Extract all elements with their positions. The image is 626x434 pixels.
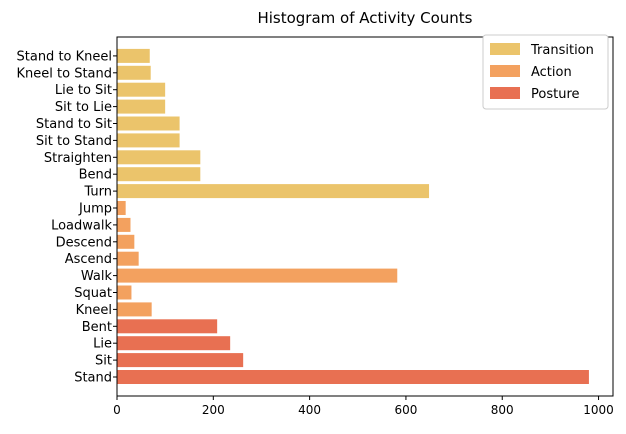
bar-kneel — [117, 302, 152, 317]
legend-swatch-transition — [490, 43, 520, 55]
bar-sit-to-lie — [117, 99, 166, 114]
category-label: Straighten — [44, 151, 112, 166]
bar-walk — [117, 268, 398, 283]
bar-sit-to-stand — [117, 133, 180, 148]
bar-lie-to-sit — [117, 82, 166, 97]
bar-loadwalk — [117, 217, 131, 232]
bar-turn — [117, 184, 430, 199]
category-label: Lie to Sit — [55, 83, 112, 98]
category-label: Descend — [56, 235, 112, 250]
x-tick-label: 200 — [202, 403, 225, 417]
category-label: Turn — [83, 185, 112, 200]
category-label: Stand — [74, 371, 112, 386]
category-labels: Stand Sit Lie Bent Kneel Squat Walk Ascend Desce… — [17, 49, 117, 386]
category-label: Kneel — [76, 303, 112, 318]
bar-bent — [117, 319, 218, 334]
category-label: Bend — [79, 168, 112, 183]
bar-squat — [117, 285, 132, 300]
bar-kneel-to-stand — [117, 65, 151, 80]
x-tick-label: 800 — [491, 403, 514, 417]
bar-sit — [117, 353, 244, 368]
bar-stand-to-sit — [117, 116, 180, 131]
legend: Transition Action Posture — [482, 34, 609, 110]
bar-descend — [117, 234, 135, 249]
bar-straighten — [117, 150, 201, 165]
category-label: Squat — [74, 286, 112, 301]
category-label: Jump — [78, 202, 112, 217]
category-label: Walk — [81, 269, 113, 284]
category-label: Loadwalk — [51, 218, 112, 233]
bar-bend — [117, 167, 201, 182]
category-label: Lie — [93, 337, 112, 352]
category-label: Stand to Kneel — [17, 49, 113, 64]
chart-title: Histogram of Activity Counts — [257, 9, 472, 27]
x-tick-label: 1000 — [583, 403, 614, 417]
x-tick-label: 600 — [394, 403, 417, 417]
plot-frame — [116, 36, 614, 397]
legend-label: Posture — [531, 87, 580, 102]
legend-label: Transition — [530, 43, 594, 58]
legend-swatch-action — [490, 65, 520, 77]
x-axis-ticks: 0 200 400 600 800 1000 — [113, 396, 614, 417]
category-label: Kneel to Stand — [17, 66, 113, 81]
x-tick-label: 400 — [298, 403, 321, 417]
bar-stand — [117, 370, 589, 384]
category-label: Sit to Lie — [55, 100, 112, 115]
category-label: Sit — [95, 354, 112, 369]
x-tick-label: 0 — [113, 403, 121, 417]
legend-label: Action — [531, 65, 572, 80]
category-label: Stand to Sit — [36, 117, 112, 132]
bar-jump — [117, 201, 126, 215]
bar-lie — [117, 336, 231, 351]
legend-swatch-posture — [490, 87, 520, 99]
category-label: Ascend — [65, 252, 112, 267]
bar-ascend — [117, 251, 139, 266]
bar-stand-to-kneel — [117, 48, 150, 63]
bars-group — [117, 48, 589, 384]
category-label: Bent — [82, 320, 112, 335]
category-label: Sit to Stand — [36, 134, 112, 149]
